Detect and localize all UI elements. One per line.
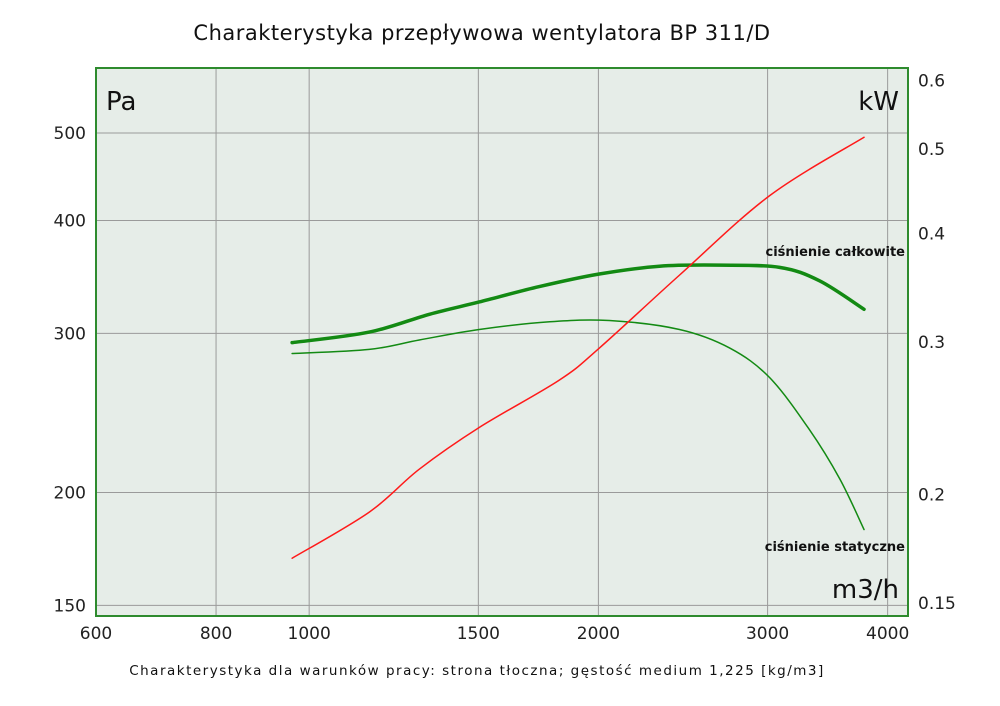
y-axis-unit: Pa [106,87,136,117]
y-tick-label: 200 [54,484,86,504]
x-axis-unit: m3/h [832,575,899,605]
y2-tick-label: 0.2 [918,486,945,506]
chart-subtitle: Charakterystyka dla warunków pracy: stro… [129,663,825,679]
x-tick-label: 800 [200,624,232,644]
x-tick-label: 1000 [288,624,331,644]
x-tick-labels: 600 800 1000 1500 2000 3000 4000 [80,624,909,644]
series-line-0 [290,263,866,345]
x-tick-label: 1500 [457,624,500,644]
y2-tick-label: 0.15 [918,594,956,614]
x-tick-label: 4000 [866,624,909,644]
y-tick-label: 400 [54,212,86,232]
y2-axis-unit: kW [858,87,899,117]
label-total-pressure: ciśnienie całkowite [765,245,905,260]
label-static-pressure: ciśnienie statyczne [765,540,905,555]
x-tick-label: 2000 [577,624,620,644]
plot-border [95,67,909,617]
chart-title: Charakterystyka przepływowa wentylatora … [193,21,770,45]
y-tick-label: 300 [54,324,86,344]
grid-lines [96,68,908,616]
y-tick-label: 150 [54,596,86,616]
y2-tick-label: 0.5 [918,140,945,160]
y2-tick-label: 0.6 [918,71,945,91]
y2-tick-label: 0.3 [918,333,945,353]
series-line-2 [291,136,865,559]
y-tick-label: 500 [54,124,86,144]
y-tick-labels: 150 200 300 400 500 [54,124,86,616]
y2-tick-label: 0.4 [918,224,945,244]
x-tick-label: 600 [80,624,112,644]
series-line-1 [291,319,865,531]
y2-tick-labels: 0.15 0.2 0.3 0.4 0.5 0.6 [918,71,956,614]
series-group [290,136,866,559]
plot-area [96,68,908,616]
x-tick-label: 3000 [746,624,789,644]
